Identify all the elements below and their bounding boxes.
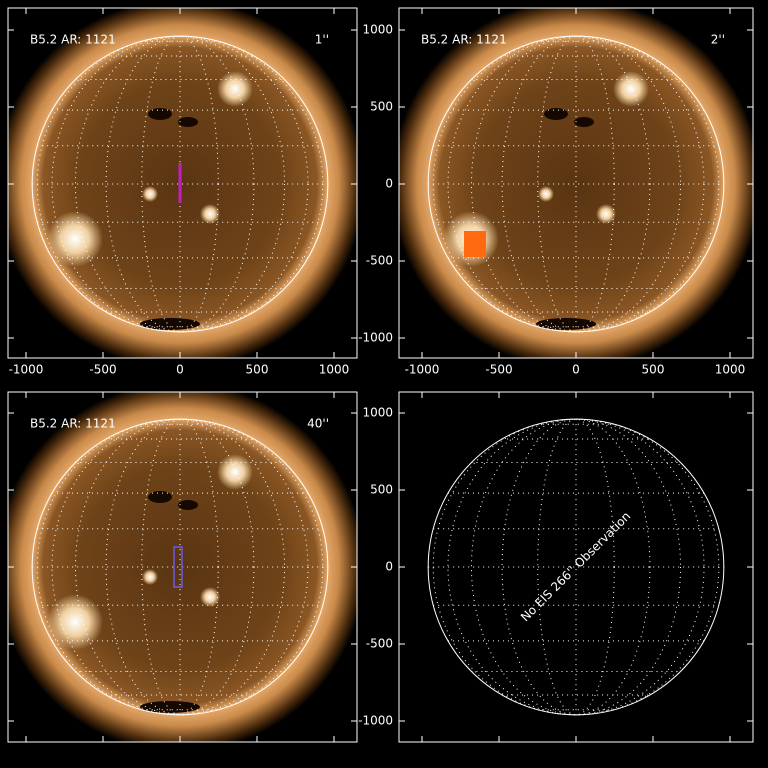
coronal-hole	[178, 117, 198, 127]
panel-title: B5.2 AR: 1121	[421, 33, 507, 47]
panel: -1000 -500 0 500 1000 -1000 -500 0 500 1000 B5.2 A…	[358, 7, 754, 377]
active-region	[217, 454, 253, 490]
frame	[7, 7, 358, 359]
longitude-line	[501, 418, 651, 716]
panel: -1000 -500 0 500 1000 No EIS 266'' Observatio…	[358, 391, 754, 743]
longitude-line	[74, 35, 286, 333]
coronal-hole	[140, 318, 200, 330]
x-tick-label: -1000	[405, 363, 440, 377]
longitude-line	[470, 35, 682, 333]
y-tick-label: 1000	[362, 23, 393, 37]
active-region	[47, 211, 103, 267]
active-region	[47, 594, 103, 650]
x-tick-label: 0	[176, 363, 184, 377]
coronal-hole	[536, 318, 596, 330]
slit-label: 1''	[315, 33, 329, 47]
coronal-hole	[178, 500, 198, 510]
y-tick-label: 0	[385, 177, 393, 191]
panel: -1000 -500 0 500 1000 B5.2 AR: 1121 1''	[7, 7, 358, 377]
y-tick-label: -1000	[358, 331, 393, 345]
longitude-line	[501, 35, 651, 333]
x-tick-label: 500	[246, 363, 269, 377]
y-tick-label: 500	[370, 100, 393, 114]
y-tick-label: -500	[366, 637, 393, 651]
active-region	[596, 204, 616, 224]
active-region	[200, 587, 220, 607]
active-region	[217, 71, 253, 107]
coronal-hole	[148, 491, 172, 503]
slit-label: 40''	[307, 417, 329, 431]
active-region	[613, 71, 649, 107]
longitude-line	[74, 418, 286, 716]
longitude-line	[36, 35, 324, 333]
y-tick-label: 500	[370, 483, 393, 497]
y-tick-label: -1000	[358, 714, 393, 728]
longitude-line	[537, 418, 615, 716]
slit-label: 2''	[711, 33, 725, 47]
active-region	[142, 569, 158, 585]
active-region	[538, 186, 554, 202]
sun-image	[399, 8, 753, 358]
x-tick-label: -1000	[9, 363, 44, 377]
longitude-line	[141, 418, 219, 716]
no-observation-message: No EIS 266'' Observation	[518, 509, 633, 624]
panel: B5.2 AR: 1121 40''	[7, 391, 358, 743]
longitude-line	[105, 35, 255, 333]
longitude-line	[36, 418, 324, 716]
x-tick-label: 500	[642, 363, 665, 377]
longitude-line	[105, 418, 255, 716]
x-tick-label: 1000	[319, 363, 350, 377]
y-tick-label: 1000	[362, 406, 393, 420]
x-tick-label: 1000	[715, 363, 746, 377]
panel-content	[8, 8, 357, 358]
panel-content	[427, 418, 725, 716]
y-tick-label: 0	[385, 560, 393, 574]
panel-title: B5.2 AR: 1121	[30, 417, 116, 431]
x-tick-label: 0	[572, 363, 580, 377]
coronal-hole	[544, 108, 568, 120]
slit	[464, 231, 486, 257]
longitude-line	[470, 418, 682, 716]
longitude-line	[141, 35, 219, 333]
sun-image	[8, 8, 357, 358]
slit	[178, 163, 182, 203]
x-tick-label: -500	[485, 363, 512, 377]
panel-content	[399, 8, 753, 358]
longitude-line	[537, 35, 615, 333]
active-region	[200, 204, 220, 224]
longitude-line	[432, 418, 720, 716]
panel-title: B5.2 AR: 1121	[30, 33, 116, 47]
y-tick-label: -500	[366, 254, 393, 268]
coronal-hole	[574, 117, 594, 127]
coronal-hole	[140, 701, 200, 713]
slit	[173, 546, 183, 588]
x-tick-label: -500	[89, 363, 116, 377]
active-region	[142, 186, 158, 202]
longitude-line	[432, 35, 720, 333]
coronal-hole	[148, 108, 172, 120]
